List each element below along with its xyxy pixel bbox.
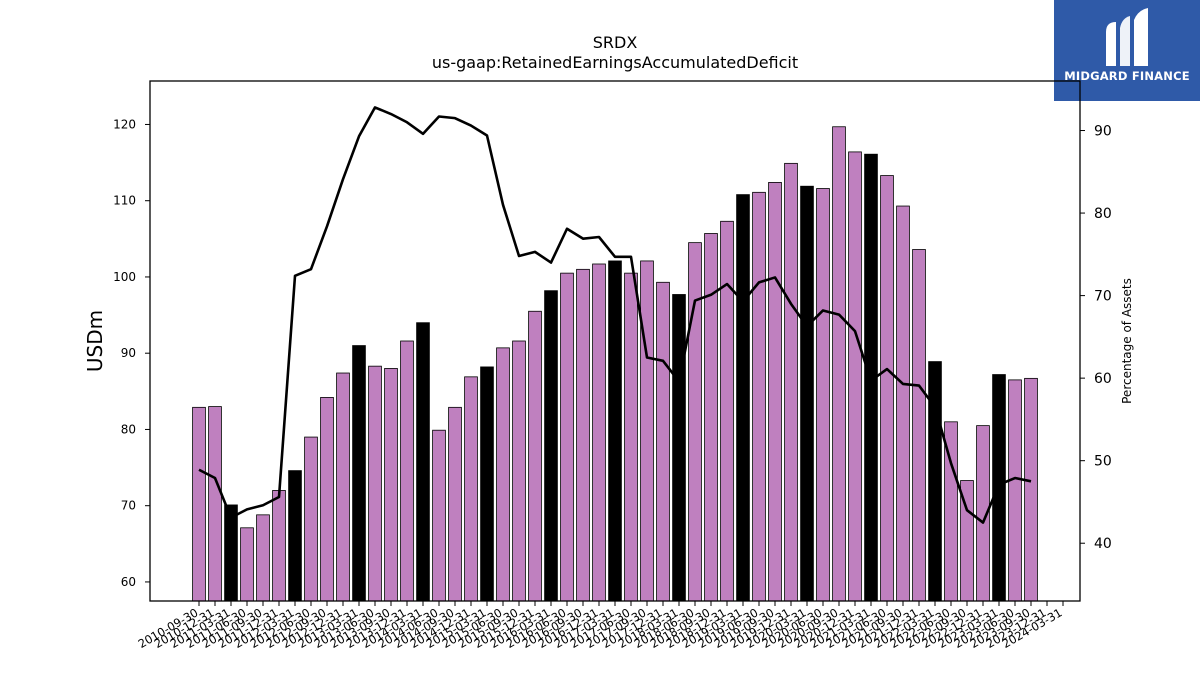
bar	[784, 162, 798, 602]
bar	[512, 340, 526, 602]
bar	[1008, 379, 1022, 602]
y2-tick-label: 80	[1094, 206, 1112, 222]
bar	[416, 322, 430, 602]
bar	[608, 260, 622, 602]
bar	[384, 368, 398, 602]
y-tick-label: 110	[113, 194, 136, 208]
bar	[352, 345, 366, 602]
bar	[432, 429, 446, 602]
bar	[656, 281, 670, 602]
bar	[480, 366, 494, 602]
y2-tick-label: 70	[1094, 289, 1112, 305]
y2-axis-label: Percentage of Assets	[1120, 278, 1134, 404]
bar	[624, 272, 638, 602]
bar	[288, 470, 302, 602]
bar	[544, 290, 558, 602]
y-tick-label: 120	[113, 117, 136, 131]
bar	[320, 397, 334, 602]
bar	[688, 242, 702, 602]
line-group	[198, 106, 1032, 524]
bar	[560, 272, 574, 602]
bar	[448, 406, 462, 602]
bar	[672, 294, 686, 602]
bar	[272, 490, 286, 602]
y-tick-label: 70	[121, 499, 136, 513]
bar	[528, 310, 542, 602]
bar	[576, 268, 590, 602]
bar	[368, 365, 382, 602]
bar	[592, 263, 606, 602]
y2-tick-label: 90	[1094, 124, 1112, 140]
y2-tick-label: 60	[1094, 371, 1112, 387]
chart-title: SRDX	[593, 33, 638, 52]
series-line	[198, 106, 1032, 524]
bar	[496, 347, 510, 602]
bar	[704, 233, 718, 602]
bar	[192, 406, 206, 602]
bar	[304, 436, 318, 602]
y-tick-label: 100	[113, 270, 136, 284]
bar	[640, 260, 654, 602]
bar	[736, 194, 750, 602]
midgard-logo-icon	[1106, 8, 1148, 66]
brand-badge: MIDGARD FINANCE	[1054, 0, 1200, 101]
bar	[880, 175, 894, 602]
bar	[1024, 377, 1038, 602]
bars-group	[192, 126, 1038, 602]
bar	[336, 372, 350, 602]
bar	[768, 182, 782, 602]
bar	[464, 376, 478, 602]
chart-subtitle: us-gaap:RetainedEarningsAccumulatedDefic…	[432, 53, 798, 72]
bar	[800, 185, 814, 602]
bar	[224, 504, 238, 602]
bar	[208, 406, 222, 602]
bar	[752, 191, 766, 602]
bar	[832, 126, 846, 602]
bar	[720, 220, 734, 602]
plot-frame	[149, 80, 1081, 602]
y2-tick-label: 50	[1094, 454, 1112, 470]
bar	[928, 361, 942, 602]
bar	[912, 249, 926, 602]
bar	[816, 188, 830, 602]
y2-tick-label: 40	[1094, 536, 1112, 552]
y-axis-label: USDm	[83, 310, 107, 372]
bar	[896, 205, 910, 602]
y-tick-label: 60	[121, 575, 136, 589]
brand-name: MIDGARD FINANCE	[1064, 69, 1190, 83]
bar	[240, 527, 254, 602]
bar	[256, 514, 270, 602]
y-tick-label: 80	[121, 422, 136, 436]
bar	[848, 151, 862, 602]
y-tick-label: 90	[121, 346, 136, 360]
bar	[400, 340, 414, 602]
